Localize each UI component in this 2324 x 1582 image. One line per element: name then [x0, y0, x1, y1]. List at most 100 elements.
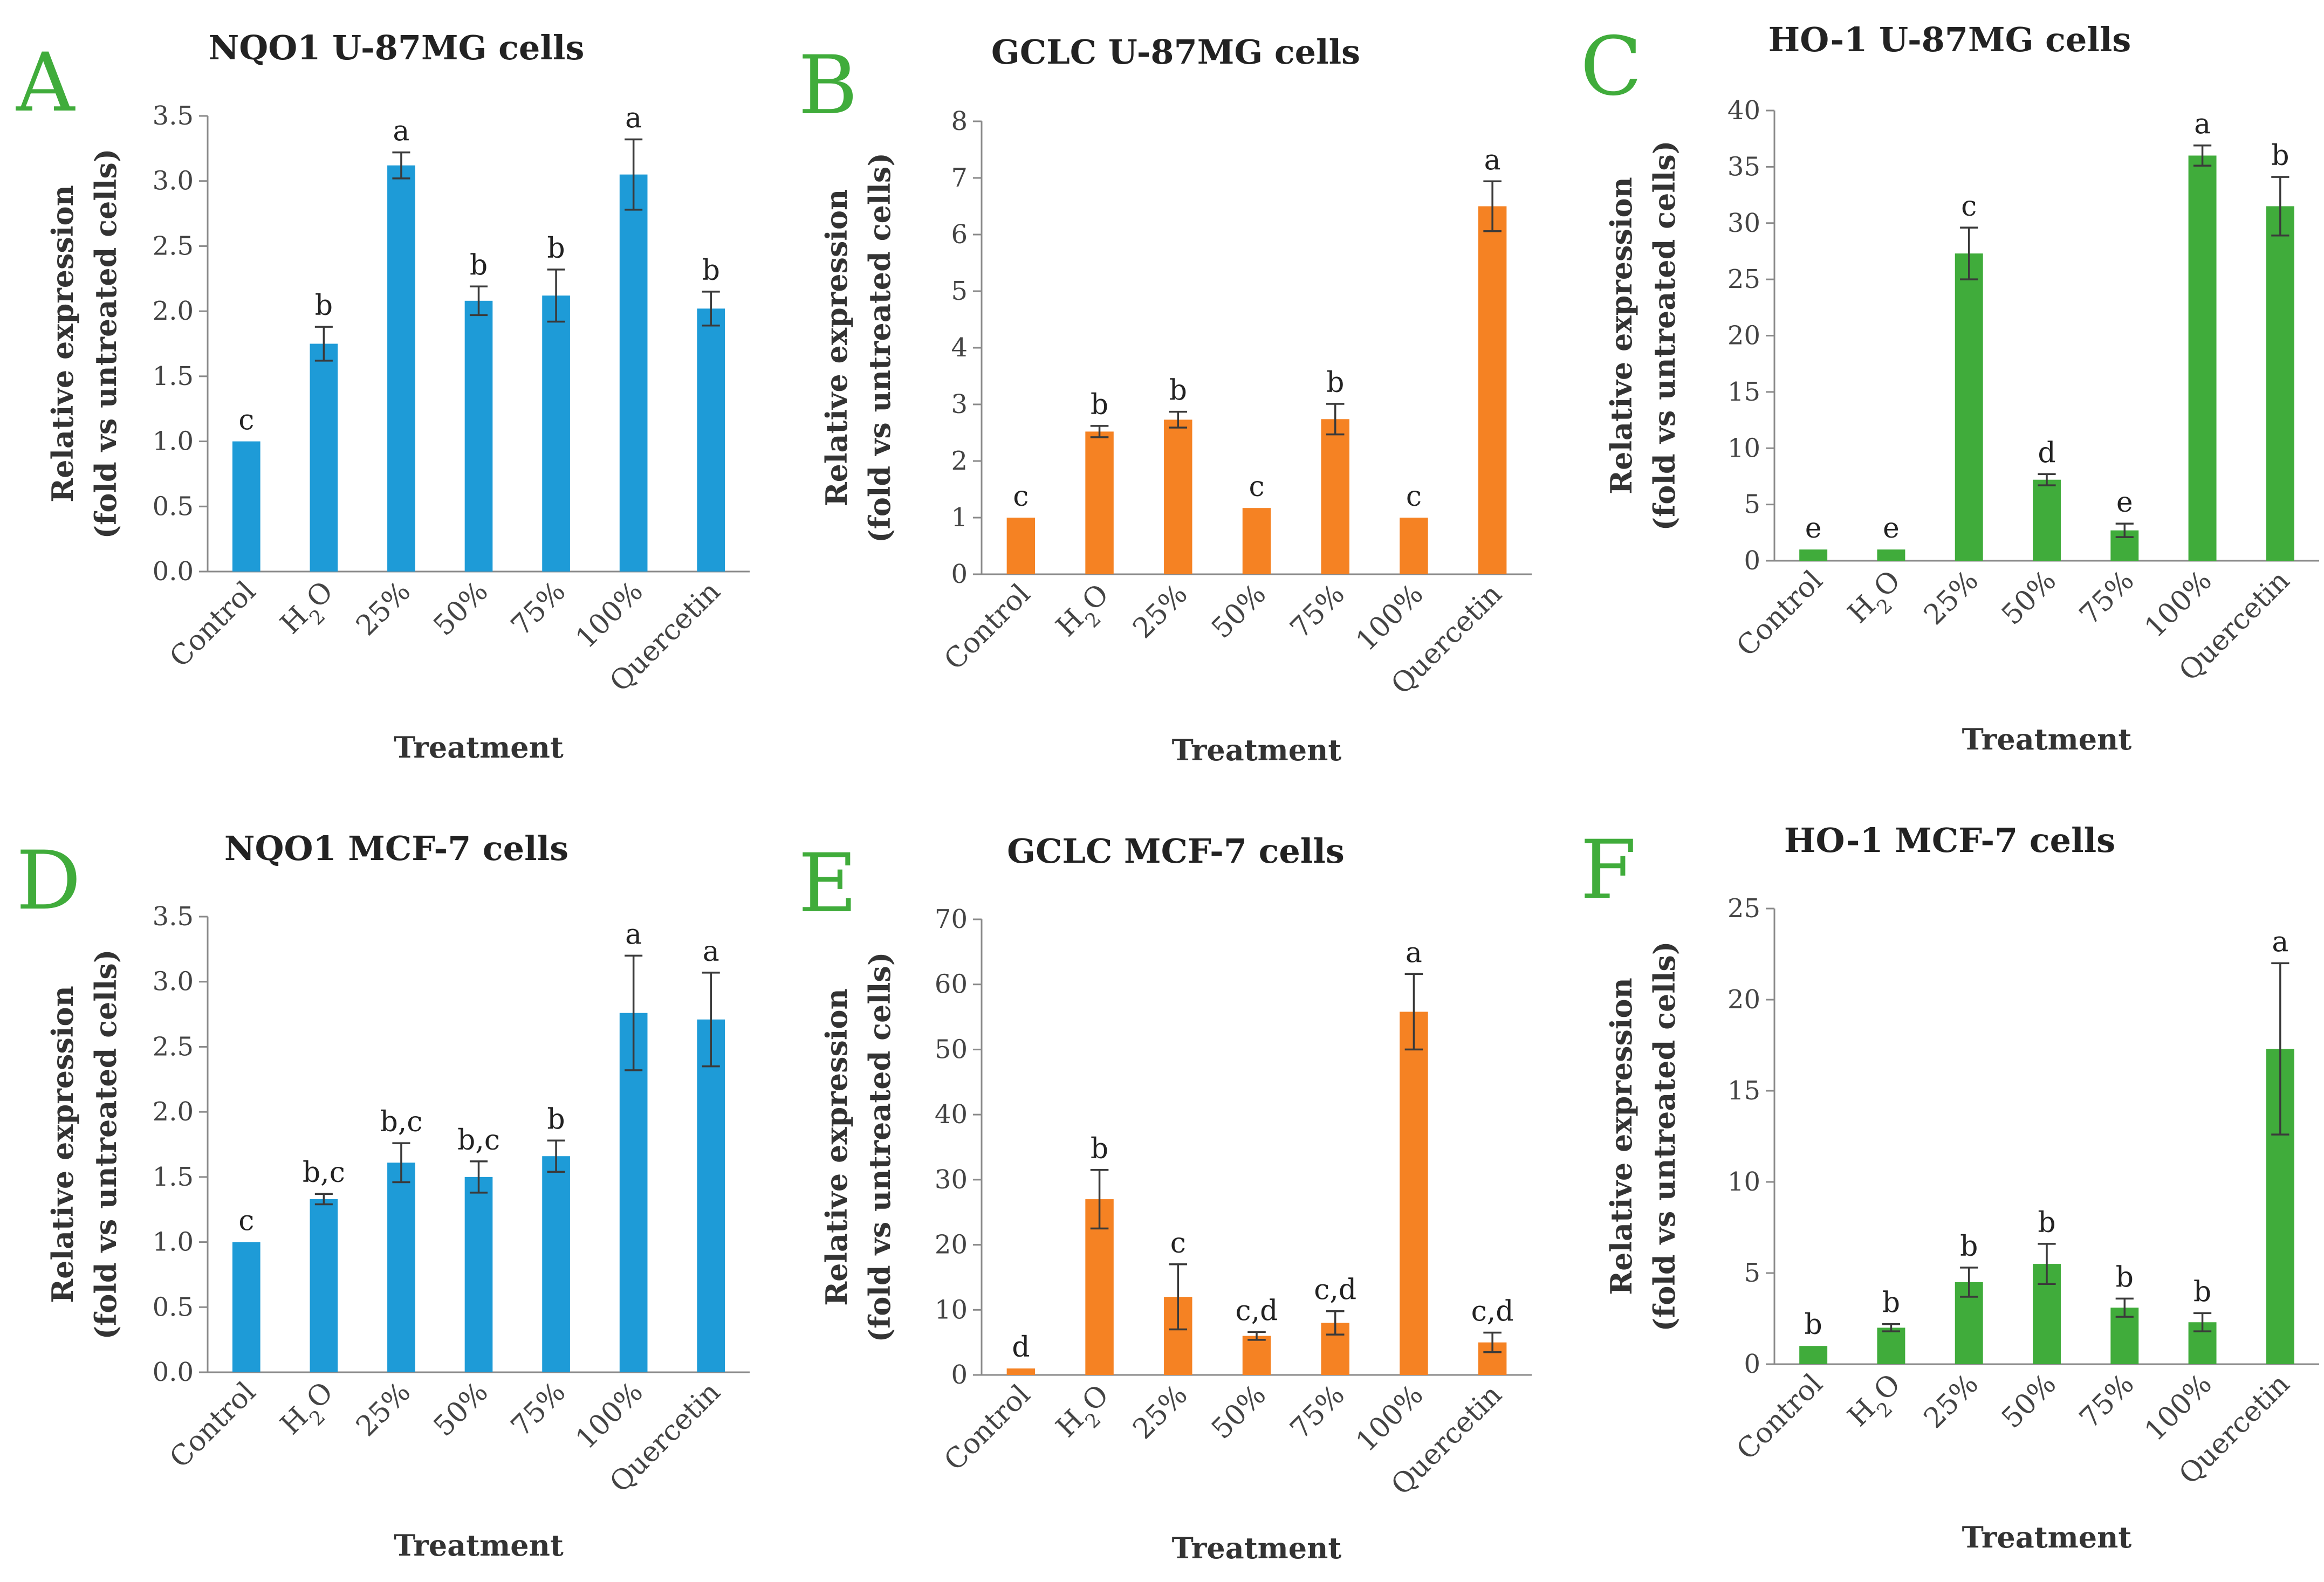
bar-25: [387, 165, 415, 572]
y-tick-label: 70: [935, 904, 968, 934]
y-axis-title-sub: (fold vs untreated cells): [88, 149, 123, 539]
significance-label: b: [2193, 1276, 2211, 1308]
x-tick-label: H2O: [1842, 565, 1914, 636]
significance-label: c,d: [1236, 1295, 1278, 1327]
y-tick-label: 30: [935, 1165, 968, 1195]
y-tick-label: 10: [1727, 1167, 1760, 1197]
bar-control: [1799, 549, 1828, 561]
x-tick-label: 50%: [428, 1376, 495, 1443]
x-tick-label: 25%: [350, 575, 417, 642]
y-axis-title-sub: (fold vs untreated cells): [862, 153, 897, 543]
x-tick-label: Control: [1731, 565, 1829, 663]
x-tick-label: 50%: [1996, 1368, 2062, 1435]
x-tick-label: H2O: [275, 1376, 346, 1448]
significance-label: b: [2038, 1207, 2055, 1239]
x-tick-label: 75%: [505, 575, 572, 642]
significance-label: c: [238, 1205, 254, 1237]
x-tick-label: Control: [938, 1379, 1037, 1477]
y-axis-title-sub: (fold vs untreated cells): [1647, 941, 1682, 1332]
y-axis-title: Relative expression: [45, 986, 80, 1303]
significance-label: a: [625, 918, 642, 951]
y-tick-label: 30: [1727, 208, 1760, 238]
bar-h2o: [1085, 431, 1114, 574]
significance-label: a: [393, 115, 409, 148]
bar-25: [387, 1163, 415, 1372]
y-tick-label: 5: [1744, 490, 1760, 520]
y-tick-label: 60: [935, 969, 968, 1000]
x-tick-label: Control: [163, 1376, 262, 1475]
chart-title: HO-1 U-87MG cells: [1768, 20, 2131, 59]
y-tick-label: 6: [951, 219, 968, 250]
y-tick-label: 8: [951, 106, 968, 136]
chart-title: HO-1 MCF-7 cells: [1784, 821, 2115, 860]
significance-label: d: [2038, 437, 2055, 469]
bar-75: [1321, 419, 1349, 574]
x-tick-label: 25%: [350, 1376, 417, 1443]
significance-label: b: [470, 249, 488, 281]
x-tick-label: 75%: [505, 1376, 572, 1443]
panel-letter: E: [798, 837, 858, 931]
y-tick-label: 2.0: [153, 1097, 194, 1127]
y-tick-label: 5: [1744, 1258, 1760, 1288]
y-axis-title-sub: (fold vs untreated cells): [1647, 141, 1682, 531]
panel-f: F HO-1 MCF-7 cells 0 5 10 15 20 25 b Control b H2O b…: [1580, 821, 2319, 1555]
panel-e: E GCLC MCF-7 cells 0 10 20 30 40 50 60 70 d Control…: [798, 831, 1532, 1565]
y-tick-label: 2.5: [153, 1031, 194, 1062]
y-tick-label: 20: [935, 1230, 968, 1260]
chart-title: NQO1 U-87MG cells: [209, 28, 585, 67]
panel-letter: B: [798, 39, 858, 133]
y-axis-title: Relative expression: [45, 185, 80, 502]
significance-label: a: [1484, 144, 1501, 176]
bar-quercetin: [697, 308, 725, 572]
y-tick-label: 50: [935, 1034, 968, 1064]
bar-control: [232, 441, 260, 572]
x-tick-label: 50%: [1996, 565, 2062, 631]
x-tick-label: 25%: [1918, 565, 1985, 631]
y-tick-label: 3: [951, 389, 968, 419]
y-tick-label: 5: [951, 276, 968, 306]
significance-label: b,c: [380, 1106, 422, 1138]
x-axis-title: Treatment: [394, 730, 564, 765]
x-axis-title: Treatment: [1172, 1531, 1342, 1565]
bar-75: [542, 295, 570, 572]
bar-100: [619, 1013, 648, 1372]
x-tick-label: 75%: [2073, 565, 2140, 631]
x-axis-title: Treatment: [394, 1528, 564, 1563]
y-tick-label: 0.0: [153, 1357, 194, 1387]
x-tick-label: 75%: [2073, 1368, 2140, 1435]
y-tick-label: 2: [951, 446, 968, 476]
y-axis-title: Relative expression: [1604, 177, 1639, 494]
bar-75: [542, 1156, 570, 1372]
bar-100: [1400, 1012, 1428, 1375]
significance-label: a: [625, 102, 642, 134]
significance-label: c,d: [1314, 1274, 1356, 1306]
y-tick-label: 1.0: [153, 427, 194, 457]
x-tick-label: 50%: [428, 575, 495, 642]
x-tick-label: 50%: [1205, 578, 1272, 645]
significance-label: e: [2116, 486, 2133, 519]
significance-label: a: [703, 936, 719, 968]
x-tick-label: 75%: [1284, 578, 1351, 645]
x-tick-label: 25%: [1918, 1368, 1985, 1435]
significance-label: b: [1169, 375, 1187, 407]
x-axis-title: Treatment: [1962, 1520, 2132, 1555]
bar-100: [619, 174, 648, 572]
x-tick-label: H2O: [275, 575, 346, 647]
y-axis-title-sub: (fold vs untreated cells): [88, 950, 123, 1340]
bar-quercetin: [1478, 206, 1507, 574]
significance-label: c: [238, 404, 254, 437]
x-tick-label: 75%: [1284, 1379, 1351, 1446]
significance-label: c: [1013, 480, 1029, 513]
significance-label: b: [547, 1103, 565, 1136]
y-tick-label: 0.0: [153, 556, 194, 587]
significance-label: b: [1960, 1230, 1978, 1263]
x-tick-label: Control: [938, 578, 1037, 677]
bar-25: [1164, 419, 1192, 574]
y-tick-label: 0: [1744, 1349, 1760, 1379]
chart-title: GCLC MCF-7 cells: [1007, 831, 1345, 871]
panel-letter: A: [16, 36, 76, 130]
bar-h2o: [310, 1199, 338, 1372]
bar-100: [2188, 155, 2217, 561]
y-tick-label: 0: [951, 559, 968, 589]
chart-title: GCLC U-87MG cells: [991, 32, 1360, 72]
